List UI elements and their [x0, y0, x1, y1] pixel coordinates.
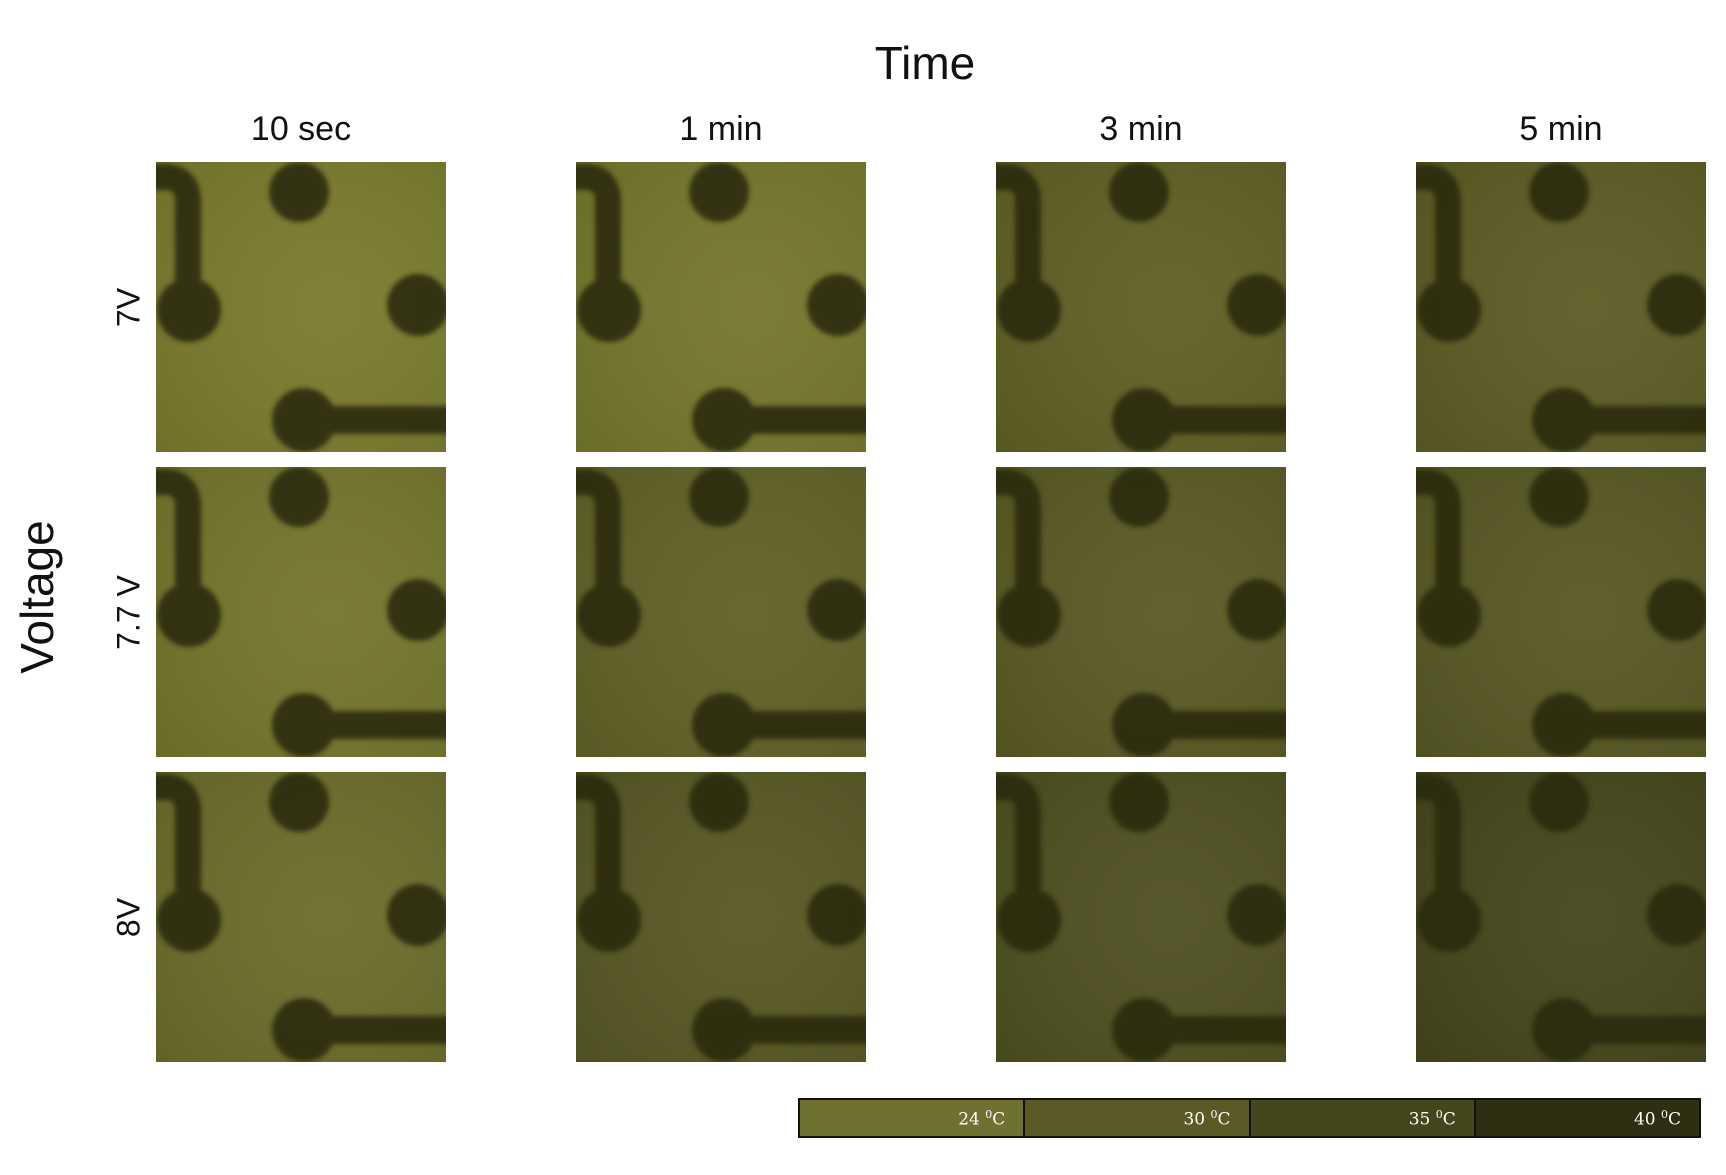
row-label: 7.7 V: [110, 575, 147, 650]
figure-title: Time: [874, 37, 976, 89]
voltage-axis-label: Voltage: [11, 520, 63, 674]
micrograph-panel: [1416, 772, 1706, 1062]
micrograph-panel: [996, 467, 1286, 757]
column-label: 5 min: [1519, 110, 1603, 148]
column-label: 3 min: [1099, 110, 1183, 148]
micrograph-panel: [1416, 162, 1706, 452]
row-label: 8V: [110, 897, 147, 938]
row-label: 7V: [110, 287, 147, 328]
temperature-scale-segment: 30 0C: [1025, 1100, 1251, 1136]
micrograph-panel: [156, 772, 446, 1062]
micrograph-panel: [576, 772, 866, 1062]
micrograph-panel: [576, 467, 866, 757]
temperature-label: 40 0C: [1633, 1108, 1681, 1130]
temperature-label: 35 0C: [1408, 1108, 1456, 1130]
temperature-scale-segment: 40 0C: [1475, 1100, 1699, 1136]
micrograph-panel: [1416, 467, 1706, 757]
micrograph-panel: [996, 772, 1286, 1062]
micrograph-panel: [156, 467, 446, 757]
temperature-label: 24 0C: [958, 1108, 1006, 1130]
temperature-scale-segment: 35 0C: [1250, 1100, 1476, 1136]
temperature-scale-bar: 24 0C 30 0C 35 0C 40 0C: [798, 1098, 1701, 1138]
micrograph-panel: [996, 162, 1286, 452]
column-label: 10 sec: [250, 110, 352, 148]
column-label: 1 min: [679, 110, 763, 148]
temperature-scale-segment: 24 0C: [800, 1100, 1026, 1136]
temperature-label: 30 0C: [1183, 1108, 1231, 1130]
micrograph-panel: [576, 162, 866, 452]
micrograph-panel: [156, 162, 446, 452]
